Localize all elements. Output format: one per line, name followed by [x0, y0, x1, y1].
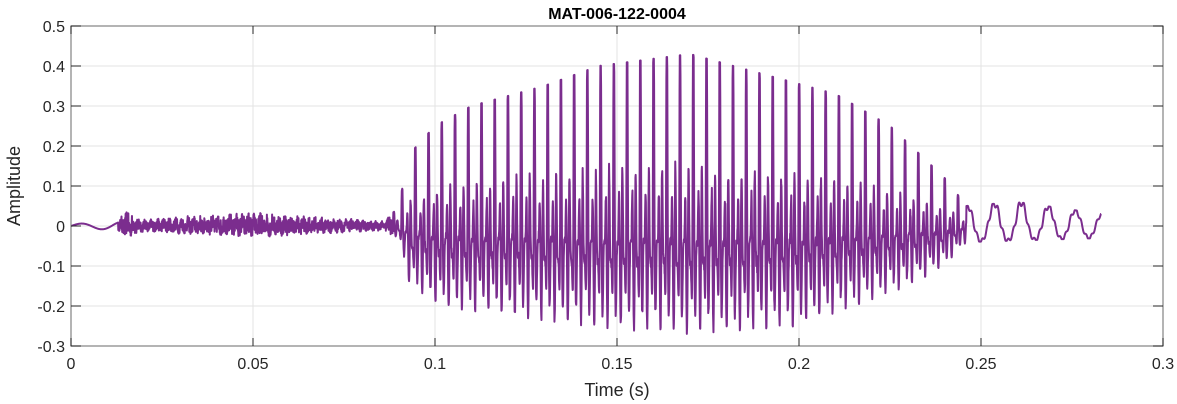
chart-title: MAT-006-122-0004 [548, 6, 686, 23]
y-tick-label: 0.5 [43, 19, 65, 36]
y-tick-label: -0.1 [37, 259, 65, 276]
x-axis-label: Time (s) [584, 380, 649, 400]
x-tick-label: 0.25 [965, 356, 996, 373]
waveform-line [70, 53, 1102, 335]
x-tick-label: 0.1 [424, 356, 446, 373]
y-tick-label: 0 [56, 219, 65, 236]
y-tick-label: -0.3 [37, 339, 65, 356]
x-tick-label: 0.2 [788, 356, 810, 373]
y-axis-label: Amplitude [4, 146, 24, 226]
y-tick-label: 0.1 [43, 179, 65, 196]
y-tick-label: 0.2 [43, 139, 65, 156]
x-tick-label: 0 [67, 356, 76, 373]
y-tick-label: -0.2 [37, 299, 65, 316]
x-tick-label: 0.3 [1152, 356, 1174, 373]
y-tick-label: 0.3 [43, 99, 65, 116]
y-tick-label: 0.4 [43, 59, 65, 76]
axis-ticks: 0 0.05 0.1 0.15 0.2 0.25 0.3 -0.3 -0.2 -0.1 0 0.1 0.… [37, 19, 1174, 373]
x-tick-label: 0.05 [237, 356, 268, 373]
x-tick-label: 0.15 [601, 356, 632, 373]
